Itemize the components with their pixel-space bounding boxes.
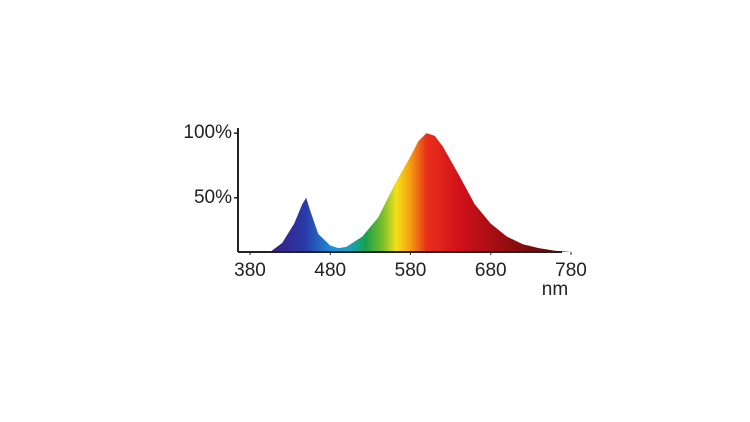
x-tick-label: 680 <box>475 260 507 281</box>
x-tick-label: 780 <box>555 260 587 281</box>
spectrum-area <box>270 133 571 252</box>
y-tick-label: 100% <box>183 122 232 143</box>
x-tick-label: 580 <box>395 260 427 281</box>
x-tick-label: 480 <box>314 260 346 281</box>
y-tick-label: 50% <box>194 187 232 208</box>
x-tick-label: 380 <box>234 260 266 281</box>
x-axis-label: nm <box>542 279 568 300</box>
